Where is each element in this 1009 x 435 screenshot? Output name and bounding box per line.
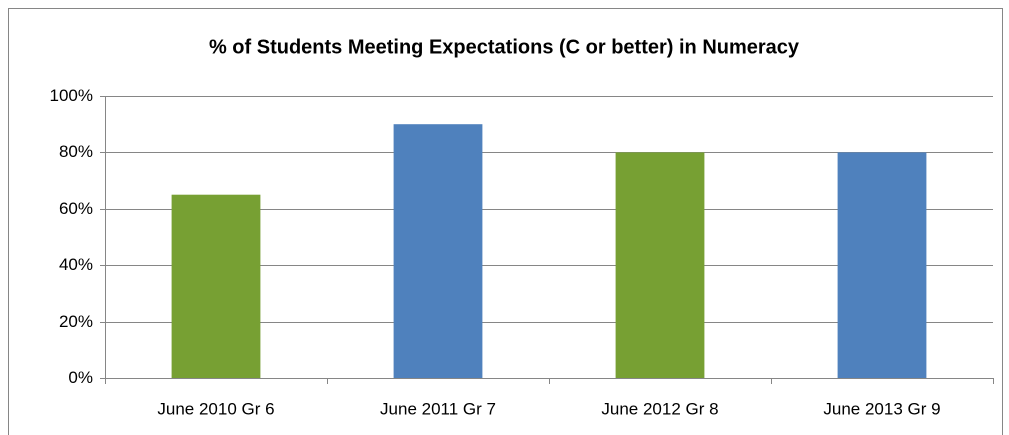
bar bbox=[615, 152, 705, 378]
y-tick-label: 20% bbox=[59, 312, 93, 331]
y-tick-label: 100% bbox=[50, 86, 93, 105]
x-tick-label: June 2012 Gr 8 bbox=[601, 399, 718, 418]
bar bbox=[171, 194, 261, 378]
y-tick-label: 80% bbox=[59, 142, 93, 161]
y-tick-label: 0% bbox=[68, 368, 93, 387]
bar bbox=[393, 124, 483, 378]
x-tick-label: June 2010 Gr 6 bbox=[157, 399, 274, 418]
y-tick-label: 60% bbox=[59, 199, 93, 218]
bar bbox=[837, 152, 927, 378]
x-tick-label: June 2013 Gr 9 bbox=[823, 399, 940, 418]
x-tick-label: June 2011 Gr 7 bbox=[380, 399, 496, 418]
y-tick-label: 40% bbox=[59, 255, 93, 274]
chart-title: % of Students Meeting Expectations (C or… bbox=[209, 36, 800, 58]
